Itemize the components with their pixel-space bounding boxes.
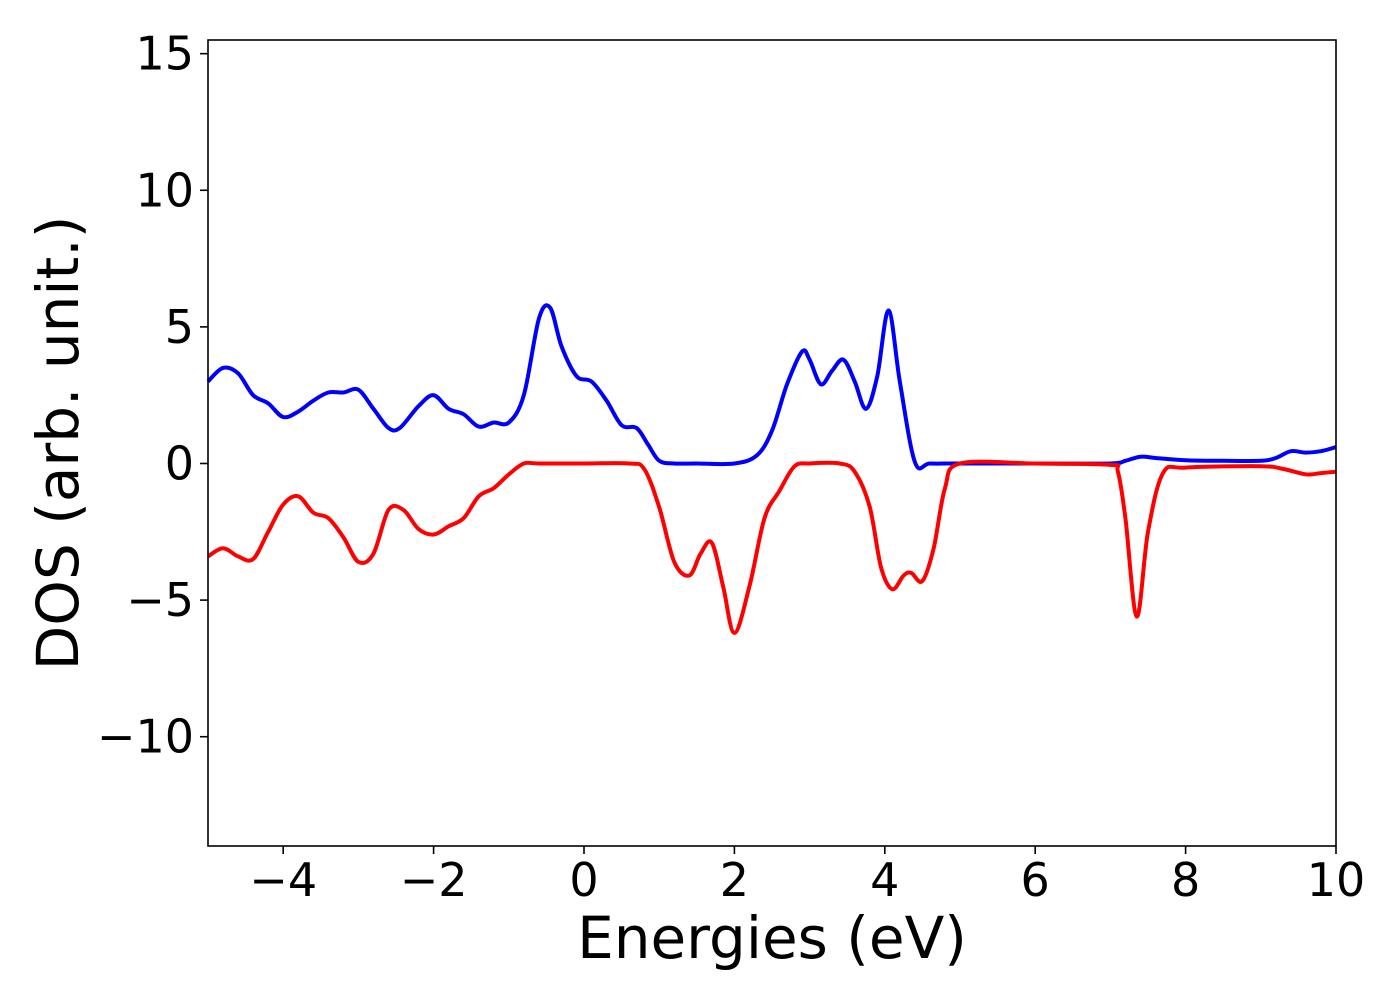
- x-tick-label: 2: [720, 853, 749, 907]
- y-tick-label: −5: [126, 573, 194, 627]
- x-tick-label: 8: [1171, 853, 1200, 907]
- series-line-1: [206, 303, 1337, 471]
- y-tick-label: 15: [135, 27, 194, 81]
- y-axis-label: DOS (arb. unit.): [24, 216, 92, 671]
- y-tick-label: −10: [97, 710, 194, 764]
- y-tick-label: 5: [165, 300, 194, 354]
- series-line-2: [206, 459, 1337, 635]
- plot-frame: [207, 39, 1337, 847]
- x-tick-label: −2: [400, 853, 468, 907]
- x-tick-label: 10: [1307, 853, 1366, 907]
- x-tick-label: 6: [1021, 853, 1050, 907]
- tick-layer: −4 −2 0 2 4 6 8 10 15 10 5 0 −5 −10: [97, 27, 1365, 907]
- series-layer: [206, 303, 1337, 635]
- y-tick-label: 10: [135, 163, 194, 217]
- x-tick-label: −4: [249, 853, 317, 907]
- x-tick-label: 0: [569, 853, 598, 907]
- x-tick-label: 4: [870, 853, 899, 907]
- y-tick-label: 0: [165, 436, 194, 490]
- x-axis-label: Energies (eV): [577, 904, 967, 972]
